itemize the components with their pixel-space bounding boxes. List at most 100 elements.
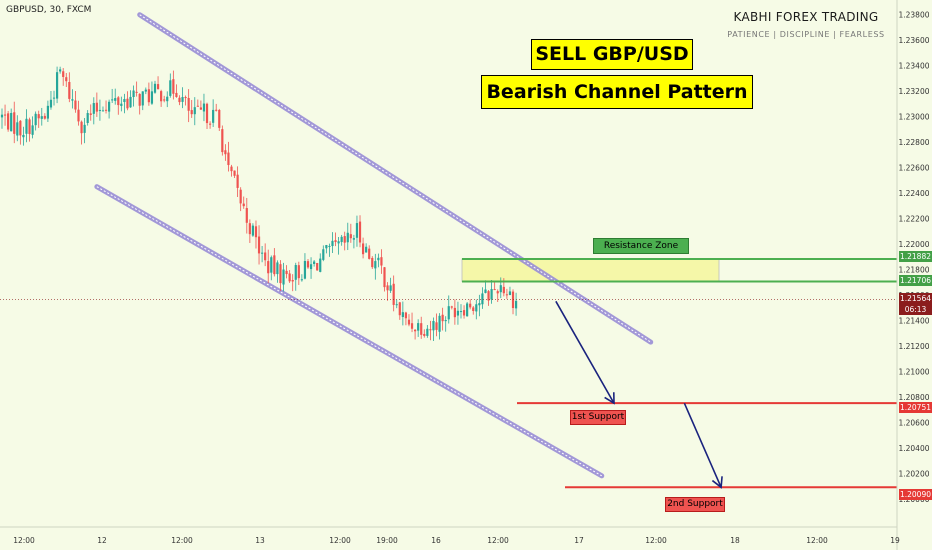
- candle-body: [407, 319, 411, 325]
- candle-body: [123, 99, 126, 103]
- candle-body: [239, 189, 242, 204]
- candle: [300, 274, 303, 282]
- x-tick-label: 12:00: [13, 536, 35, 545]
- candle-body: [7, 113, 10, 130]
- candle: [423, 329, 426, 338]
- candle-body: [484, 289, 487, 293]
- candle: [25, 109, 28, 143]
- candle-body: [441, 314, 444, 322]
- candle: [282, 262, 285, 292]
- x-tick-label: 19: [890, 536, 900, 545]
- candle-body: [233, 170, 236, 176]
- candle: [392, 275, 395, 312]
- candle: [316, 262, 319, 271]
- candle-body: [175, 92, 178, 98]
- candle-body: [59, 69, 62, 72]
- candle: [337, 237, 340, 255]
- brand-name: KABHI FOREX TRADING: [733, 10, 879, 24]
- channel-lower-line: [94, 184, 605, 479]
- candle: [352, 234, 355, 249]
- candle: [334, 232, 337, 247]
- candle-body: [361, 243, 365, 255]
- candle: [108, 99, 111, 119]
- candle-body: [456, 310, 460, 316]
- candle: [490, 280, 493, 304]
- support-1-tag: 1.20751: [899, 402, 932, 413]
- candle: [178, 95, 181, 106]
- y-tick-label: 1.23400: [898, 62, 929, 71]
- candle-body: [80, 121, 83, 134]
- candle: [432, 317, 435, 342]
- candle: [251, 223, 255, 237]
- candle-body: [55, 72, 59, 99]
- candle: [450, 305, 453, 310]
- candle: [196, 99, 199, 107]
- x-tick-label: 13: [255, 536, 265, 545]
- candle: [514, 292, 518, 316]
- candle-body: [193, 107, 196, 115]
- candle: [59, 66, 62, 74]
- candle: [117, 96, 120, 115]
- candle-body: [215, 109, 218, 111]
- support-1-label: 1st Support: [570, 410, 626, 425]
- candle-body: [205, 103, 209, 124]
- candle-body: [160, 91, 163, 102]
- candle: [297, 261, 300, 285]
- candle-body: [190, 110, 193, 115]
- candle: [49, 90, 53, 110]
- candle: [95, 92, 98, 117]
- candle: [230, 164, 233, 177]
- candle: [478, 294, 481, 317]
- candle: [37, 110, 40, 128]
- candle-body: [395, 304, 398, 306]
- candle-body: [349, 234, 352, 239]
- resistance-top-tag: 1.21882: [899, 251, 932, 262]
- candle: [331, 232, 334, 253]
- candle-body: [22, 134, 25, 138]
- candle-body: [156, 84, 160, 90]
- candle-body: [74, 100, 77, 110]
- candle-body: [316, 262, 319, 271]
- candle-body: [383, 267, 386, 288]
- candle: [328, 243, 331, 257]
- candle: [169, 73, 172, 98]
- candle-body: [414, 329, 417, 332]
- candle-body: [141, 91, 144, 106]
- candle: [254, 220, 258, 249]
- candle: [453, 299, 456, 325]
- candle-body: [429, 329, 432, 331]
- candle: [313, 259, 316, 267]
- candle-body: [450, 306, 453, 308]
- candle-body: [31, 125, 34, 135]
- candle-body: [270, 257, 273, 273]
- projection-arrow-2-head: [711, 476, 723, 489]
- candle-body: [358, 221, 362, 243]
- candle-body: [426, 328, 429, 336]
- candle-body: [251, 225, 255, 236]
- candle-body: [147, 89, 150, 103]
- candle: [264, 243, 267, 267]
- candle-body: [208, 123, 212, 125]
- candle-body: [196, 105, 199, 107]
- candle: [184, 95, 187, 106]
- candle: [202, 93, 206, 122]
- candle-body: [129, 96, 132, 108]
- candle-body: [514, 300, 518, 309]
- candle-body: [438, 315, 441, 332]
- candle: [187, 89, 190, 123]
- candle-body: [92, 103, 95, 114]
- candle: [132, 85, 135, 107]
- candle: [435, 313, 438, 337]
- candle-body: [245, 208, 248, 223]
- candle: [361, 237, 365, 259]
- candle-body: [502, 286, 505, 294]
- channel-upper-line-dash: [139, 14, 651, 343]
- candle: [306, 258, 310, 269]
- candle-body: [169, 80, 172, 96]
- candle-body: [404, 312, 408, 319]
- y-tick-label: 1.22800: [898, 138, 929, 147]
- candle: [358, 215, 362, 248]
- candle: [224, 144, 227, 161]
